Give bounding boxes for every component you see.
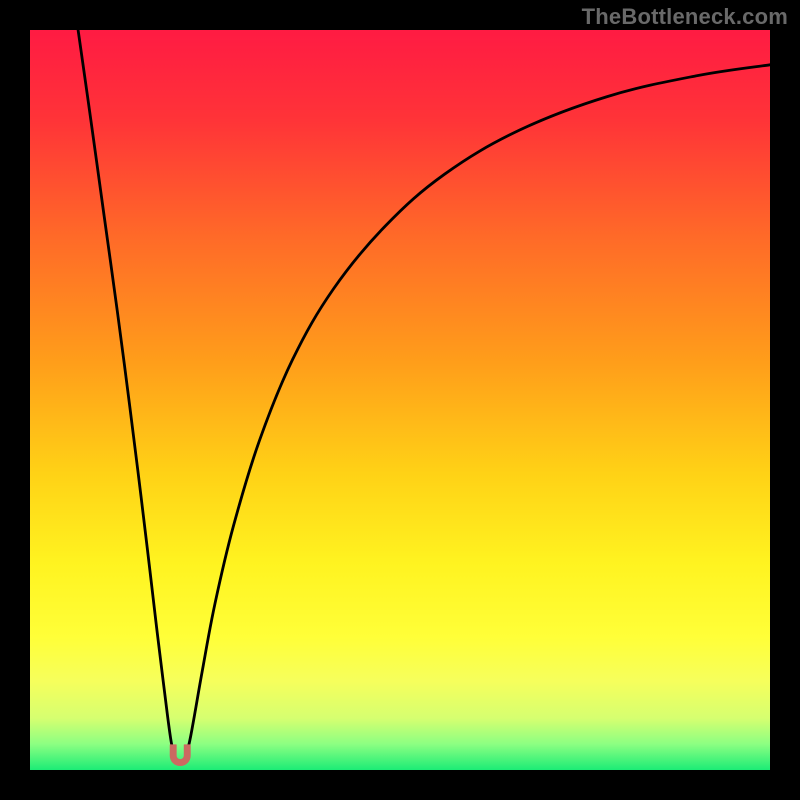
gradient-background — [30, 30, 770, 770]
plot-svg — [30, 30, 770, 770]
chart-frame: TheBottleneck.com — [0, 0, 800, 800]
plot-area — [30, 30, 770, 770]
watermark-text: TheBottleneck.com — [582, 4, 788, 30]
